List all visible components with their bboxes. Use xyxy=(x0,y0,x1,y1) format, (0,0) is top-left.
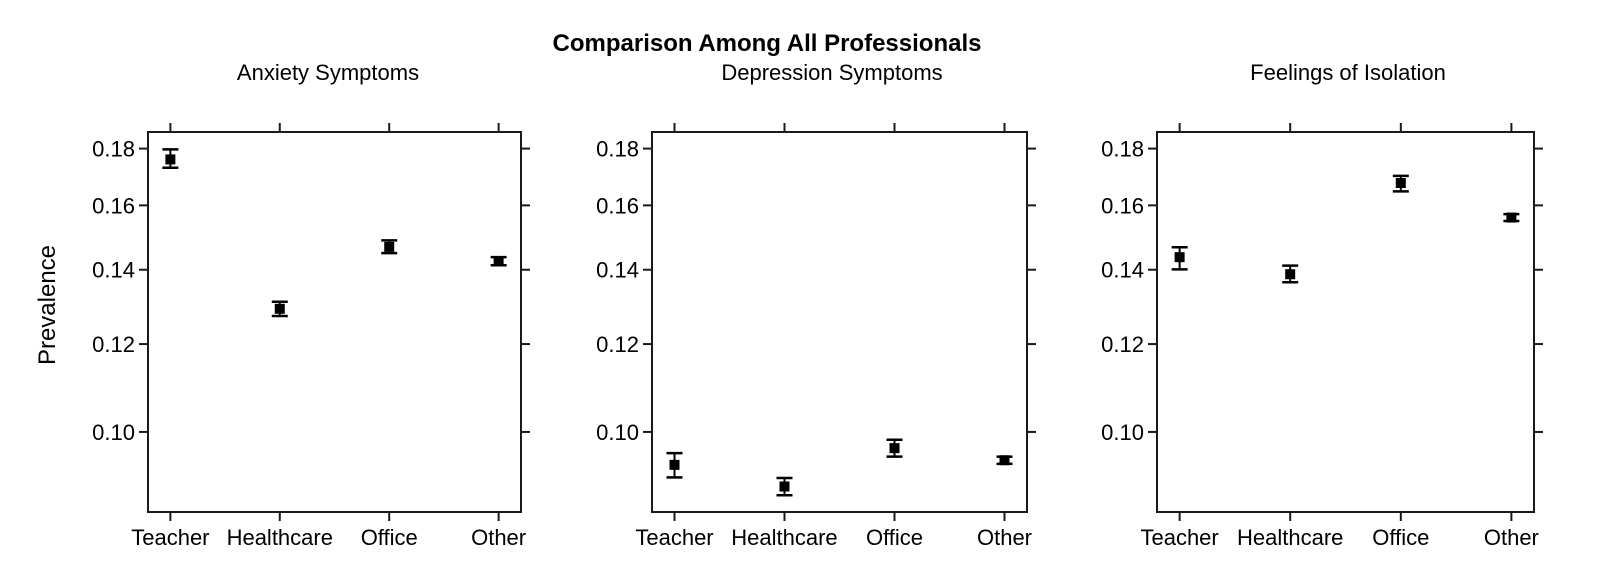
error-bar-other xyxy=(490,255,507,267)
x-category-label: Other xyxy=(471,525,526,550)
data-point-marker-healthcare xyxy=(779,481,790,492)
y-tick-label: 0.10 xyxy=(1101,420,1144,445)
y-tick-label: 0.18 xyxy=(1101,137,1144,162)
panel-subtitle-depression: Depression Symptoms xyxy=(721,60,943,85)
error-bar-office xyxy=(381,239,398,255)
panel-2: 0.18 0.16 0.14 0.12 0.10 Teacher Healthcare Off… xyxy=(1101,123,1543,550)
data-point-marker-healthcare xyxy=(1285,269,1296,280)
x-category-label: Healthcare xyxy=(731,525,837,550)
x-category-label: Healthcare xyxy=(227,525,333,550)
y-tick-label: 0.16 xyxy=(596,193,639,218)
panel-box xyxy=(147,131,522,513)
x-category-label: Office xyxy=(1372,525,1429,550)
error-bar-healthcare xyxy=(1282,264,1299,284)
chart-title: Comparison Among All Professionals xyxy=(552,30,982,57)
error-bar-teacher xyxy=(1171,245,1188,271)
error-bar-teacher xyxy=(162,148,179,169)
x-category-label: Office xyxy=(866,525,923,550)
error-bar-office xyxy=(886,438,903,458)
data-point-marker-office xyxy=(889,443,900,454)
panel-0: 0.18 0.16 0.14 0.12 0.10 Teacher Healthcare Off… xyxy=(92,123,530,550)
panel-subtitle-anxiety: Anxiety Symptoms xyxy=(236,60,420,85)
x-category-label: Teacher xyxy=(1140,525,1218,550)
y-tick-label: 0.18 xyxy=(92,137,135,162)
y-tick-label: 0.10 xyxy=(596,420,639,445)
x-category-label: Office xyxy=(361,525,418,550)
data-point-marker-other xyxy=(493,256,504,267)
data-point-marker-teacher xyxy=(165,154,176,165)
error-bar-teacher xyxy=(666,451,683,479)
x-category-label: Teacher xyxy=(131,525,209,550)
x-category-label: Other xyxy=(1484,525,1539,550)
error-bar-other xyxy=(1503,212,1520,223)
y-tick-label: 0.12 xyxy=(596,332,639,357)
x-category-label: Other xyxy=(977,525,1032,550)
panel-box xyxy=(651,131,1028,513)
panel-subtitle-isolation: Feelings of Isolation xyxy=(1250,60,1446,85)
data-point-marker-teacher xyxy=(669,459,680,470)
y-tick-label: 0.12 xyxy=(1101,332,1144,357)
error-bar-healthcare xyxy=(271,300,288,318)
data-point-marker-healthcare xyxy=(274,303,285,314)
error-bar-healthcare xyxy=(776,476,793,497)
y-tick-label: 0.12 xyxy=(92,332,135,357)
data-point-marker-other xyxy=(999,455,1010,466)
data-point-marker-office xyxy=(384,241,395,252)
y-tick-label: 0.16 xyxy=(92,193,135,218)
x-category-label: Teacher xyxy=(635,525,713,550)
panel-box xyxy=(1156,131,1535,513)
data-point-marker-other xyxy=(1506,212,1517,223)
panel-1: 0.18 0.16 0.14 0.12 0.10 Teacher Healthcare Off… xyxy=(596,123,1036,550)
y-tick-label: 0.10 xyxy=(92,420,135,445)
y-tick-label: 0.14 xyxy=(92,258,135,283)
data-point-marker-teacher xyxy=(1174,252,1185,263)
error-bar-other xyxy=(996,455,1013,466)
y-tick-label: 0.14 xyxy=(596,258,639,283)
y-tick-label: 0.14 xyxy=(1101,258,1144,283)
y-tick-label: 0.18 xyxy=(596,137,639,162)
y-tick-label: 0.16 xyxy=(1101,193,1144,218)
data-point-marker-office xyxy=(1395,177,1406,188)
x-category-label: Healthcare xyxy=(1237,525,1343,550)
error-bar-office xyxy=(1392,174,1409,193)
